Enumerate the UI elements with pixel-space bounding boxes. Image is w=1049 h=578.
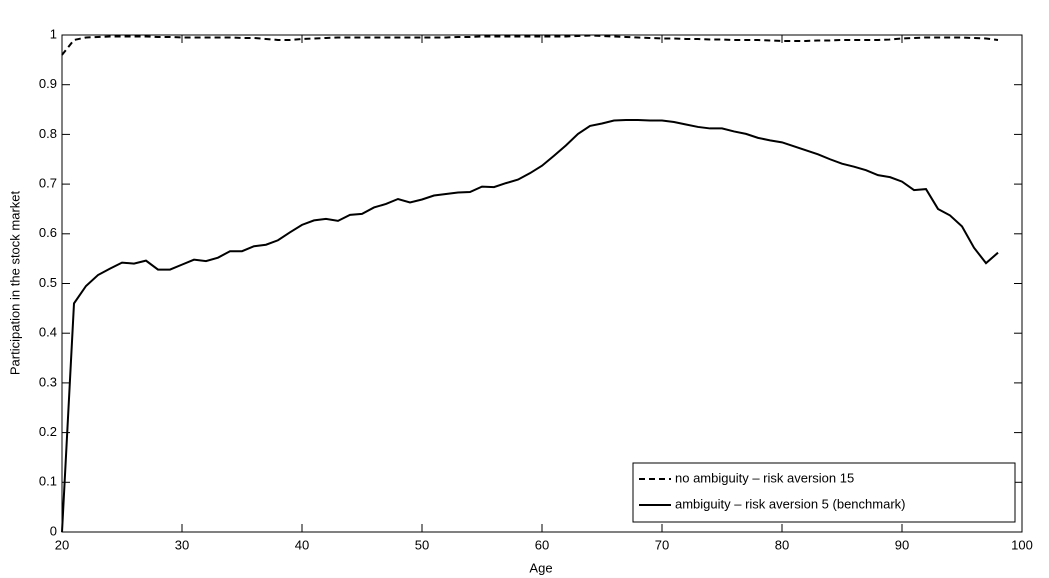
y-tick-label: 0.3 [39,374,57,389]
x-tick-label: 30 [175,537,189,552]
legend-label: no ambiguity – risk aversion 15 [675,470,854,485]
y-tick-label: 0.6 [39,225,57,240]
y-tick-label: 0.4 [39,325,57,340]
y-tick-label: 0.5 [39,275,57,290]
series-line [61,118,999,533]
y-tick-label: 0.7 [39,176,57,191]
y-tick-label: 0 [50,523,57,538]
x-tick-label: 90 [895,537,909,552]
legend-label: ambiguity – risk aversion 5 (benchmark) [675,496,905,511]
legend-box [632,462,1016,523]
y-axis-label: Participation in the stock market [7,190,22,375]
series-line [61,34,999,56]
x-tick-label: 100 [1011,537,1033,552]
x-tick-label: 20 [55,537,69,552]
x-axis-label: Age [529,560,552,575]
y-tick-label: 0.1 [39,474,57,489]
y-tick-label: 0.8 [39,126,57,141]
x-tick-label: 60 [535,537,549,552]
x-tick-label: 50 [415,537,429,552]
y-tick-label: 0.2 [39,424,57,439]
y-tick-label: 1 [50,26,57,41]
y-tick-label: 0.9 [39,76,57,91]
x-tick-label: 40 [295,537,309,552]
x-tick-label: 70 [655,537,669,552]
plot-frame [61,34,1023,533]
x-tick-label: 80 [775,537,789,552]
